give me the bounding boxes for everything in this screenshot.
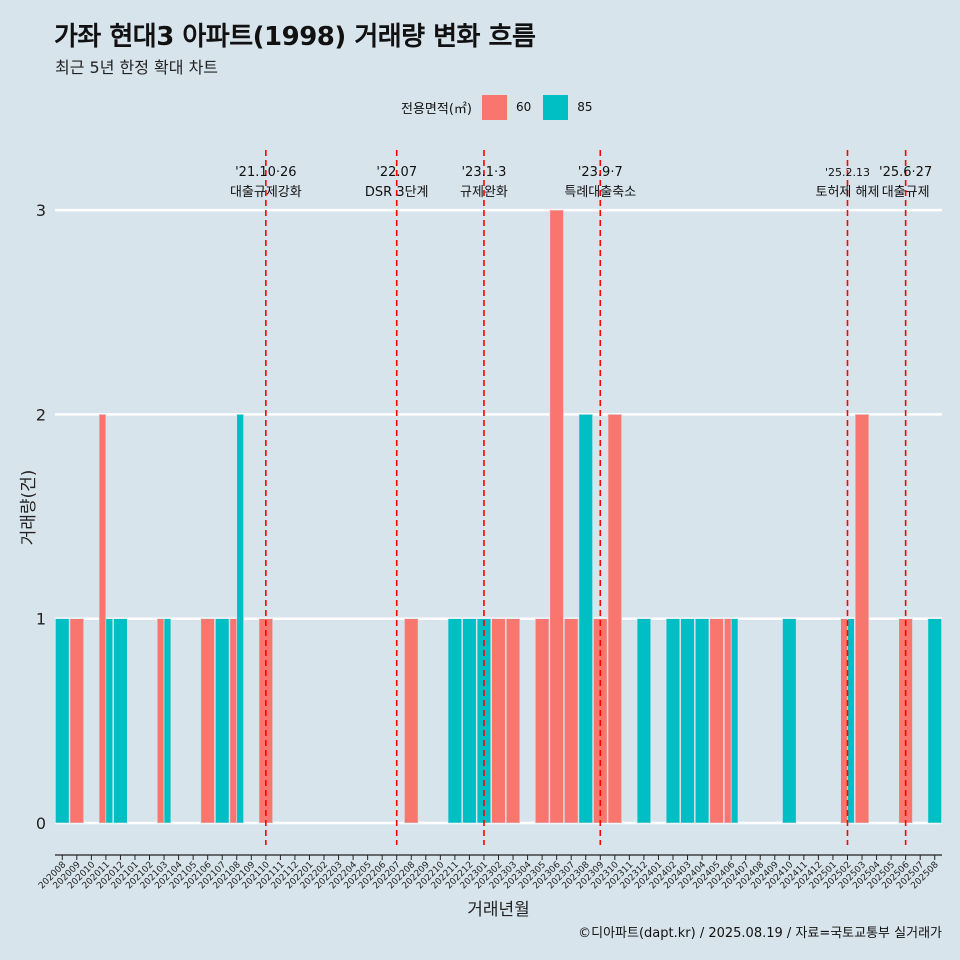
bar-202212-85 <box>462 618 477 824</box>
annotation-date-202309: '23.9·7 <box>578 165 623 180</box>
bar-202403-85 <box>680 618 695 824</box>
bar-202108-60 <box>229 618 238 824</box>
bar-202402-85 <box>665 618 681 824</box>
bar-202404-85 <box>694 618 710 824</box>
x-axis-title: 거래년월 <box>467 900 530 920</box>
bar-202502-85 <box>847 618 855 824</box>
annotation-date-202207: '22.07 <box>376 165 417 180</box>
bar-202302-60 <box>491 618 506 824</box>
y-tick-label: 2 <box>36 405 46 424</box>
y-axis-title: 거래량(건) <box>19 470 39 546</box>
bar-202410-85 <box>782 618 797 824</box>
legend-swatch-85 <box>543 94 569 120</box>
legend-title: 전용면적(㎡) <box>401 101 472 117</box>
annotation-date-202301: '23.1·3 <box>461 165 506 180</box>
bar-202012-85 <box>113 618 128 824</box>
source-caption: ©디아파트(dapt.kr) / 2025.08.19 / 자료=국토교통부 실… <box>578 926 942 941</box>
bar-202208-60 <box>404 618 419 824</box>
chart-subtitle: 최근 5년 한정 확대 차트 <box>55 58 219 77</box>
legend-label-85: 85 <box>577 100 593 114</box>
annotation-label-202309: 특례대출축소 <box>564 185 636 200</box>
bar-202502-60 <box>840 618 848 824</box>
bar-202405-60 <box>709 618 724 824</box>
bar-202308-85 <box>578 414 593 824</box>
bar-202106-60 <box>200 618 215 824</box>
bar-202503-60 <box>854 414 870 824</box>
annotation-label-202207: DSR 3단계 <box>365 185 429 200</box>
bar-202508-85 <box>927 618 942 824</box>
bar-202103-85 <box>163 618 172 824</box>
annotation-date-202110: '21.10·26 <box>235 165 296 180</box>
bar-202108-85 <box>236 414 244 824</box>
bar-202103-60 <box>156 618 165 824</box>
legend-label-60: 60 <box>515 100 532 114</box>
y-tick-label: 3 <box>36 201 46 220</box>
bar-202406-60 <box>724 618 732 824</box>
bar-202406-85 <box>730 618 739 824</box>
bar-202011-85 <box>105 618 114 824</box>
bar-202107-85 <box>215 618 230 824</box>
annotation-date-202502: '25.2.13 <box>825 166 870 179</box>
y-tick-label: 1 <box>36 610 46 629</box>
annotation-label-202110: 대출규제강화 <box>230 185 302 200</box>
chart-title: 가좌 현대3 아파트(1998) 거래량 변화 흐름 <box>54 22 536 52</box>
annotation-label-202301: 규제완화 <box>460 185 508 200</box>
bar-202009-60 <box>69 618 84 824</box>
bar-202306-60 <box>549 209 564 824</box>
bar-202011-60 <box>98 414 107 824</box>
y-tick-label: 0 <box>36 814 46 833</box>
bar-202211-85 <box>447 618 463 824</box>
bar-202008-85 <box>55 618 70 824</box>
bar-202307-60 <box>564 618 579 824</box>
legend-swatch-60 <box>481 94 507 120</box>
bar-202303-60 <box>505 618 521 824</box>
bar-202310-60 <box>607 414 622 824</box>
annotation-label-202506: 대출규제 <box>882 185 930 200</box>
bar-202305-60 <box>534 618 550 824</box>
annotation-date-202506: '25.6·27 <box>879 165 932 180</box>
annotation-label-202502: 토허제 해제 <box>816 185 880 200</box>
bar-202312-85 <box>636 618 652 824</box>
legend: 전용면적(㎡) 60 85 <box>401 93 605 121</box>
